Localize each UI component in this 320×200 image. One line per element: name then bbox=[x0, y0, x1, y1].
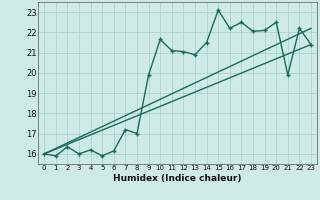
X-axis label: Humidex (Indice chaleur): Humidex (Indice chaleur) bbox=[113, 174, 242, 183]
